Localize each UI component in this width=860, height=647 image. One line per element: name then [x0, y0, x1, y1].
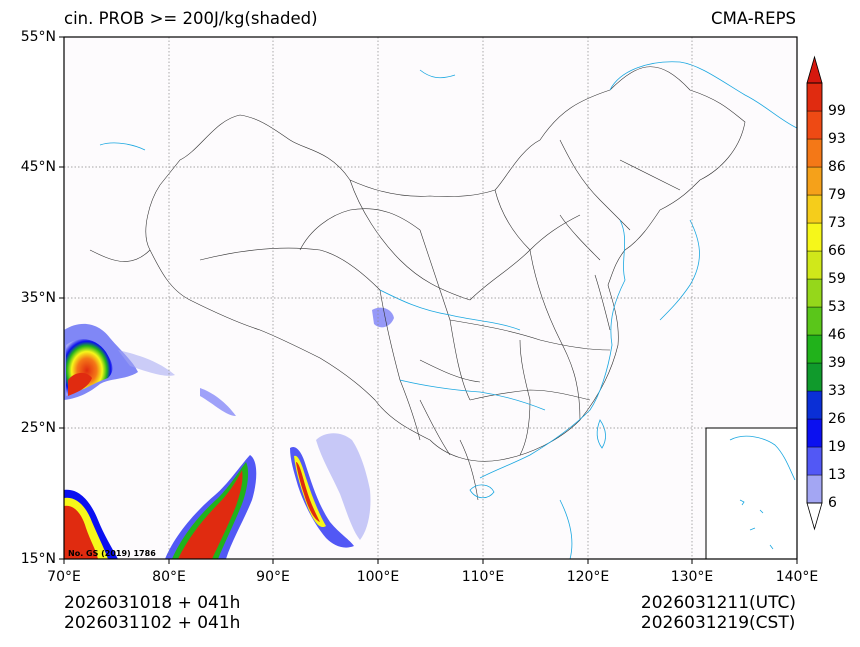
init-time-cst: 2026031102 + 041h — [64, 613, 241, 633]
south-china-sea-inset — [705, 427, 797, 559]
y-tick-55: 55°N — [20, 29, 56, 45]
colorbar-bin-10 — [806, 194, 823, 224]
colorbar-bin-5 — [806, 334, 823, 364]
y-tick-45: 45°N — [20, 159, 56, 175]
colorbar-label: 59 — [828, 271, 846, 287]
colorbar-bin-4 — [806, 362, 823, 392]
coastlines-rivers — [99, 61, 797, 559]
colorbar-label: 73 — [828, 215, 846, 231]
axis-ticks — [59, 36, 798, 564]
boundaries — [89, 66, 746, 501]
colorbar-bin-11 — [806, 166, 823, 196]
init-time-block: 2026031018 + 041h 2026031102 + 041h — [64, 593, 240, 633]
colorbar-label: 66 — [828, 243, 846, 259]
valid-time-utc: 2026031211(UTC) — [640, 593, 796, 613]
x-tick-70: 70°E — [47, 569, 81, 585]
colorbar-bin-9 — [806, 222, 823, 252]
colorbar-label: 53 — [828, 299, 846, 315]
colorbar-extend-max — [806, 55, 823, 84]
colorbar-label: 46 — [828, 327, 846, 343]
colorbar-label: 79 — [828, 187, 846, 203]
colorbar-label: 13 — [828, 467, 846, 483]
probability-shading — [64, 307, 394, 559]
colorbar-extend-min — [806, 502, 823, 531]
colorbar-label: 39 — [828, 355, 846, 371]
colorbar-label: 19 — [828, 439, 846, 455]
license-note: No. GS (2019) 1786 — [68, 549, 156, 558]
x-tick-120: 120°E — [566, 569, 610, 585]
x-tick-80: 80°E — [152, 569, 186, 585]
colorbar — [806, 55, 823, 531]
model-name: CMA-REPS — [711, 9, 796, 28]
colorbar-bin-12 — [806, 138, 823, 168]
colorbar-bin-0 — [806, 474, 823, 504]
x-tick-90: 90°E — [256, 569, 290, 585]
x-tick-110: 110°E — [461, 569, 505, 585]
colorbar-bin-1 — [806, 446, 823, 476]
y-tick-35: 35°N — [20, 290, 56, 306]
colorbar-label: 99 — [828, 103, 846, 119]
colorbar-bin-8 — [806, 250, 823, 280]
colorbar-label: 33 — [828, 383, 846, 399]
colorbar-bin-6 — [806, 306, 823, 336]
y-tick-25: 25°N — [20, 420, 56, 436]
colorbar-bin-7 — [806, 278, 823, 308]
colorbar-label: 86 — [828, 159, 846, 175]
valid-time-cst: 2026031219(CST) — [640, 613, 796, 633]
colorbar-bin-13 — [806, 110, 823, 140]
x-tick-130: 130°E — [670, 569, 714, 585]
colorbar-label: 26 — [828, 411, 846, 427]
init-time-utc: 2026031018 + 041h — [64, 593, 241, 613]
colorbar-label: 93 — [828, 131, 846, 147]
colorbar-label: 6 — [828, 495, 837, 511]
colorbar-bin-14 — [806, 82, 823, 112]
colorbar-frame — [806, 82, 823, 504]
map-title: cin. PROB >= 200J/kg(shaded) — [64, 9, 318, 28]
x-tick-140: 140°E — [775, 569, 819, 585]
valid-time-block: 2026031211(UTC) 2026031219(CST) — [641, 593, 796, 633]
colorbar-bin-2 — [806, 418, 823, 448]
colorbar-bin-3 — [806, 390, 823, 420]
x-tick-100: 100°E — [356, 569, 400, 585]
y-tick-15: 15°N — [20, 551, 56, 567]
graticule — [64, 37, 797, 559]
